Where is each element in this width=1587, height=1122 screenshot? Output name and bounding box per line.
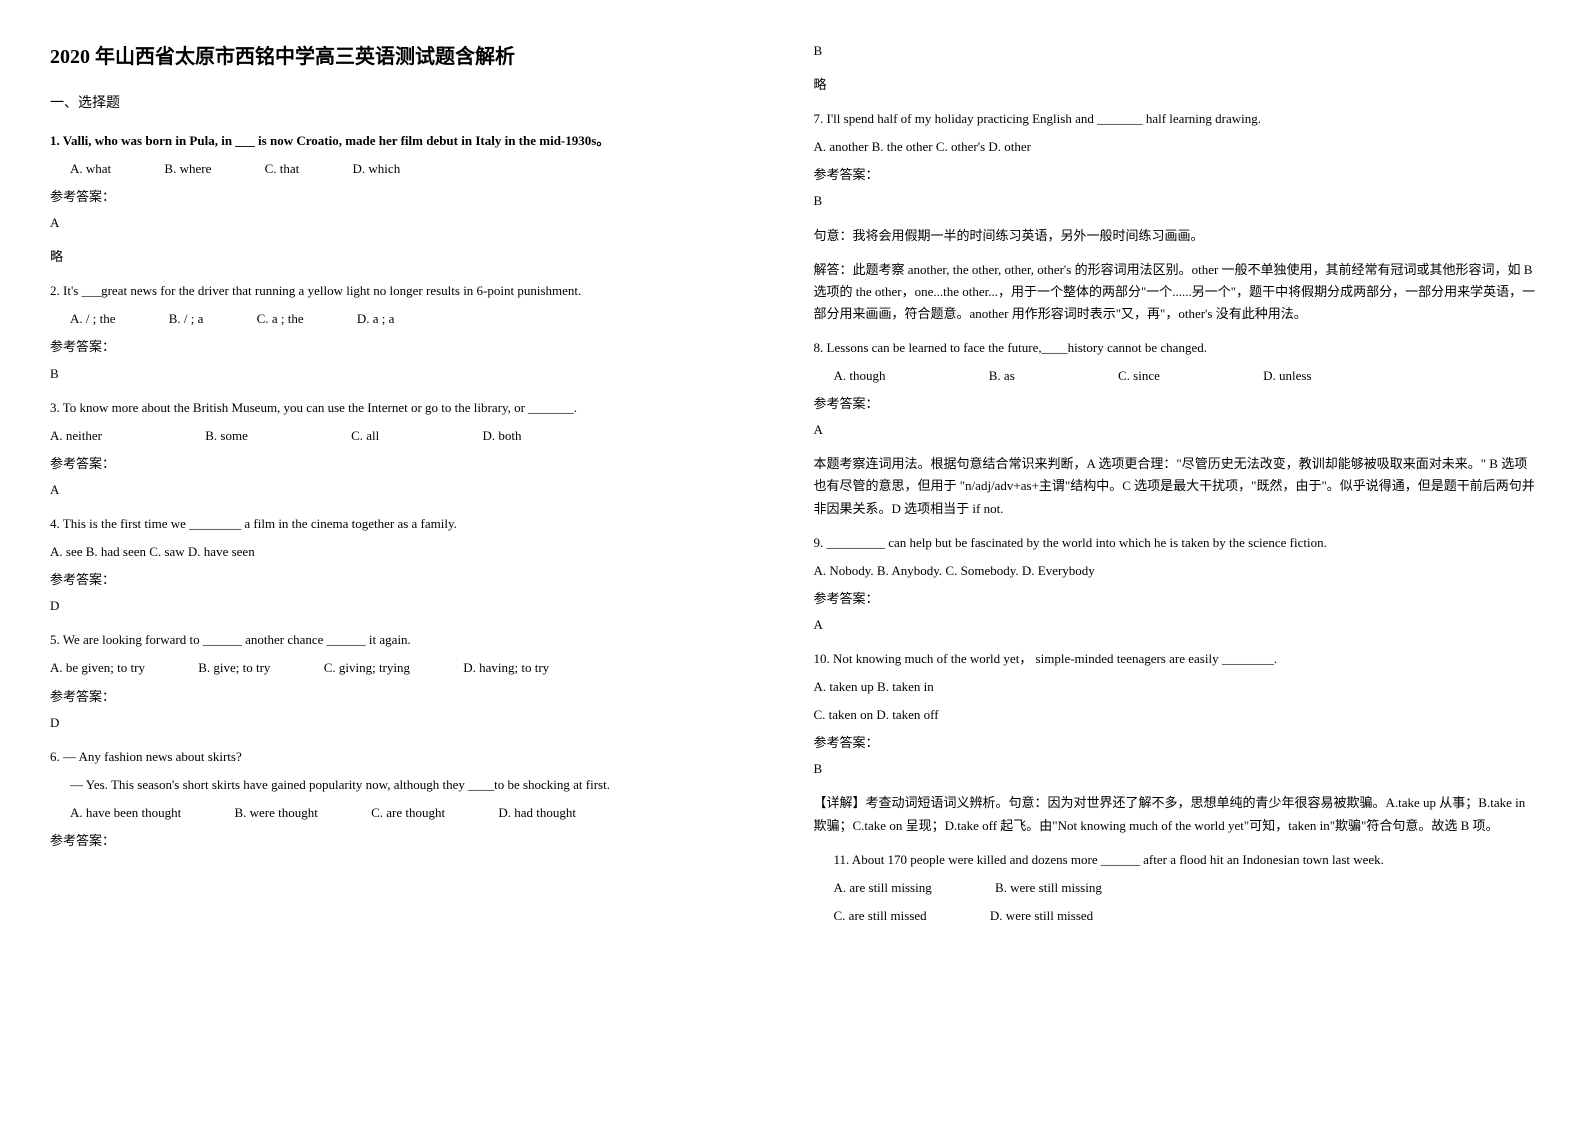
q11-options-row2: C. are still missed D. were still missed	[814, 905, 1538, 927]
q2-optB: B. / ; a	[169, 308, 204, 330]
q10-exp: 【详解】考查动词短语词义辨析。句意：因为对世界还了解不多，思想单纯的青少年很容易…	[814, 792, 1538, 836]
q4-answer: D	[50, 595, 774, 617]
q6-note: 略	[814, 74, 1538, 96]
q8-optB: B. as	[989, 365, 1015, 387]
q1-answer: A	[50, 212, 774, 234]
q8-text: 8. Lessons can be learned to face the fu…	[814, 337, 1538, 359]
q2-answer-label: 参考答案：	[50, 336, 774, 358]
q5-answer-label: 参考答案：	[50, 686, 774, 708]
q1-note: 略	[50, 246, 774, 268]
q9-answer: A	[814, 614, 1538, 636]
q7-exp2: 解答：此题考察 another, the other, other, other…	[814, 259, 1538, 325]
q8-answer-label: 参考答案：	[814, 393, 1538, 415]
q5-answer: D	[50, 712, 774, 734]
q8-answer: A	[814, 419, 1538, 441]
q7-answer: B	[814, 190, 1538, 212]
q6-line2: — Yes. This season's short skirts have g…	[50, 774, 774, 796]
q5-optB: B. give; to try	[198, 657, 270, 679]
q3-optD: D. both	[483, 425, 522, 447]
q2-optD: D. a ; a	[357, 308, 395, 330]
q4-options: A. see B. had seen C. saw D. have seen	[50, 541, 774, 563]
q7-options: A. another B. the other C. other's D. ot…	[814, 136, 1538, 158]
left-column: 2020 年山西省太原市西铭中学高三英语测试题含解析 一、选择题 1. Vall…	[50, 40, 774, 933]
q1-options: A. what B. where C. that D. which	[50, 158, 774, 180]
q8-optD: D. unless	[1263, 365, 1311, 387]
q10-answer-label: 参考答案：	[814, 732, 1538, 754]
q1-text: 1. Valli, who was born in Pula, in ___ i…	[50, 130, 774, 152]
q6-options: A. have been thought B. were thought C. …	[50, 802, 774, 824]
q4-text: 4. This is the first time we ________ a …	[50, 513, 774, 535]
q5-options: A. be given; to try B. give; to try C. g…	[50, 657, 774, 679]
q3-options: A. neither B. some C. all D. both	[50, 425, 774, 447]
q10-line2: C. taken on D. taken off	[814, 704, 1538, 726]
q2-optC: C. a ; the	[257, 308, 304, 330]
q2-text: 2. It's ___great news for the driver tha…	[50, 280, 774, 302]
q8-optC: C. since	[1118, 365, 1160, 387]
q11-optD: D. were still missed	[990, 905, 1093, 927]
q2-optA: A. / ; the	[70, 308, 116, 330]
page-title: 2020 年山西省太原市西铭中学高三英语测试题含解析	[50, 40, 774, 74]
q7-text: 7. I'll spend half of my holiday practic…	[814, 108, 1538, 130]
q6-optB: B. were thought	[234, 802, 317, 824]
q10-text: 10. Not knowing much of the world yet， s…	[814, 648, 1538, 670]
q3-answer-label: 参考答案：	[50, 453, 774, 475]
q1-optC: C. that	[265, 158, 300, 180]
q7-answer-label: 参考答案：	[814, 164, 1538, 186]
q1-optB: B. where	[164, 158, 211, 180]
q11-text: 11. About 170 people were killed and doz…	[814, 849, 1538, 871]
q3-answer: A	[50, 479, 774, 501]
q1-optD: D. which	[353, 158, 401, 180]
q3-optA: A. neither	[50, 425, 102, 447]
q6-optA: A. have been thought	[70, 802, 181, 824]
q9-answer-label: 参考答案：	[814, 588, 1538, 610]
q5-optA: A. be given; to try	[50, 657, 145, 679]
right-column: B 略 7. I'll spend half of my holiday pra…	[814, 40, 1538, 933]
q11-optA: A. are still missing	[834, 877, 932, 899]
q6-answer-label: 参考答案：	[50, 830, 774, 852]
q3-optC: C. all	[351, 425, 379, 447]
q6-optC: C. are thought	[371, 802, 445, 824]
q9-text: 9. _________ can help but be fascinated …	[814, 532, 1538, 554]
q6-optD: D. had thought	[498, 802, 576, 824]
q8-exp: 本题考察连词用法。根据句意结合常识来判断，A 选项更合理："尽管历史无法改变，教…	[814, 453, 1538, 519]
q5-optC: C. giving; trying	[324, 657, 410, 679]
q10-answer: B	[814, 758, 1538, 780]
q3-text: 3. To know more about the British Museum…	[50, 397, 774, 419]
q9-options: A. Nobody. B. Anybody. C. Somebody. D. E…	[814, 560, 1538, 582]
q4-answer-label: 参考答案：	[50, 569, 774, 591]
section-header: 一、选择题	[50, 92, 774, 116]
q2-answer: B	[50, 363, 774, 385]
q8-options: A. though B. as C. since D. unless	[814, 365, 1538, 387]
q10-line1: A. taken up B. taken in	[814, 676, 1538, 698]
q6-line1: 6. — Any fashion news about skirts?	[50, 746, 774, 768]
q2-options: A. / ; the B. / ; a C. a ; the D. a ; a	[50, 308, 774, 330]
q11-optC: C. are still missed	[834, 905, 927, 927]
q5-optD: D. having; to try	[463, 657, 549, 679]
q1-optA: A. what	[70, 158, 111, 180]
q3-optB: B. some	[205, 425, 248, 447]
q7-exp1: 句意：我将会用假期一半的时间练习英语，另外一般时间练习画画。	[814, 225, 1538, 247]
q5-text: 5. We are looking forward to ______ anot…	[50, 629, 774, 651]
q8-optA: A. though	[834, 365, 886, 387]
q11-options-row1: A. are still missing B. were still missi…	[814, 877, 1538, 899]
q6-answer: B	[814, 40, 1538, 62]
q1-answer-label: 参考答案：	[50, 186, 774, 208]
q11-optB: B. were still missing	[995, 877, 1102, 899]
